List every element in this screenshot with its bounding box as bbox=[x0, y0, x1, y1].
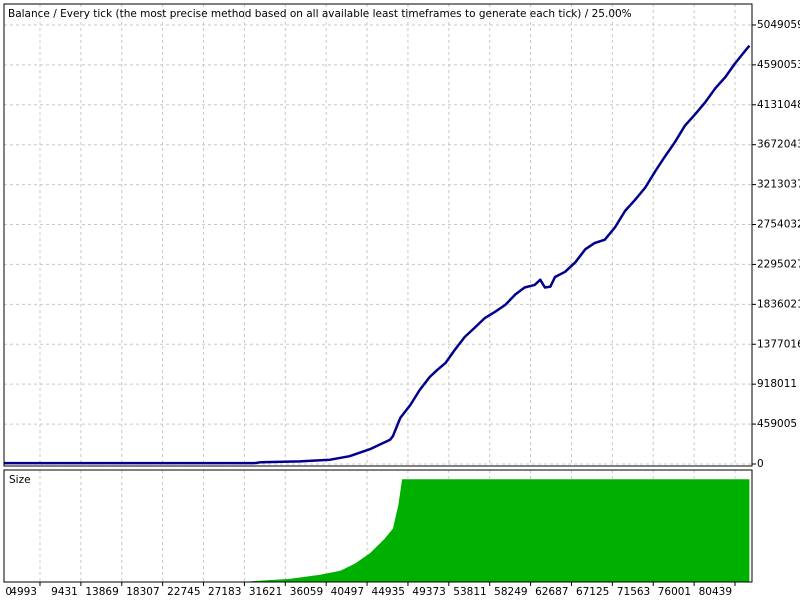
x-tick-label: 53811 bbox=[453, 586, 486, 598]
x-tick-label: 71563 bbox=[617, 586, 650, 598]
y-tick-label: 5049059 bbox=[757, 19, 800, 31]
x-tick-label: 31621 bbox=[249, 586, 282, 598]
x-tick-label: 76001 bbox=[658, 586, 691, 598]
x-tick-label: 40497 bbox=[331, 586, 364, 598]
x-tick-label: 36059 bbox=[290, 586, 323, 598]
x-tick-label: 13869 bbox=[85, 586, 118, 598]
balance-line bbox=[4, 44, 751, 465]
size-area bbox=[242, 479, 750, 582]
y-tick-label: 2754032 bbox=[757, 219, 800, 231]
y-tick-label: 1836021 bbox=[757, 298, 800, 310]
y-tick-label: 459005 bbox=[757, 418, 797, 430]
y-tick-label: 3672043 bbox=[757, 139, 800, 151]
y-tick-label: 3213037 bbox=[757, 179, 800, 191]
x-tick-label: 44935 bbox=[372, 586, 405, 598]
y-tick-label: 1377016 bbox=[757, 338, 800, 350]
x-tick-label: 22745 bbox=[167, 586, 200, 598]
x-tick-label: 58249 bbox=[494, 586, 527, 598]
y-tick-label: 918011 bbox=[757, 378, 797, 390]
chart-title: Balance / Every tick (the most precise m… bbox=[8, 8, 632, 20]
y-tick-label: 2295027 bbox=[757, 258, 800, 270]
y-tick-label: 4590053 bbox=[757, 59, 800, 71]
panel-border bbox=[3, 469, 753, 583]
x-tick-label: 27183 bbox=[208, 586, 241, 598]
x-tick-label: 67125 bbox=[576, 586, 609, 598]
x-tick-label: 4993 bbox=[10, 586, 37, 598]
y-tick-label: 0 bbox=[757, 458, 764, 470]
panel-border bbox=[3, 3, 753, 467]
panel-title: Size bbox=[9, 474, 31, 486]
x-tick-label: 49373 bbox=[412, 586, 445, 598]
x-tick-label: 18307 bbox=[126, 586, 159, 598]
y-tick-label: 4131048 bbox=[757, 99, 800, 111]
x-tick-label: 0 bbox=[5, 586, 12, 598]
x-tick-label: 80439 bbox=[699, 586, 732, 598]
x-tick-label: 9431 bbox=[51, 586, 78, 598]
x-tick-label: 62687 bbox=[535, 586, 568, 598]
